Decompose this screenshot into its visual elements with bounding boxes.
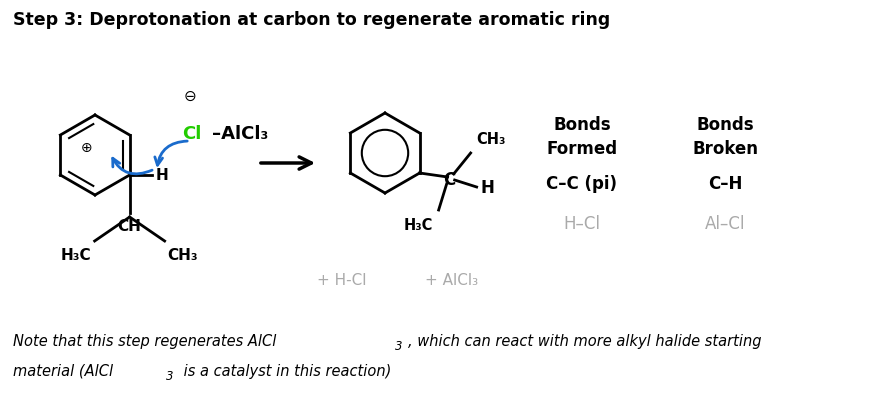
Text: H: H (480, 179, 495, 196)
Text: 3: 3 (395, 339, 402, 352)
Text: is a catalyst in this reaction): is a catalyst in this reaction) (179, 363, 392, 378)
Text: Bonds
Formed: Bonds Formed (546, 116, 618, 157)
Text: Note that this step regenerates AlCl: Note that this step regenerates AlCl (13, 333, 276, 348)
FancyArrowPatch shape (155, 142, 187, 166)
Text: 3: 3 (166, 369, 173, 382)
Text: CH₃: CH₃ (168, 247, 198, 262)
Text: ⊖: ⊖ (184, 88, 196, 103)
Text: H₃C: H₃C (61, 247, 92, 262)
Text: , which can react with more alkyl halide starting: , which can react with more alkyl halide… (408, 333, 761, 348)
Text: + H-Cl: + H-Cl (318, 273, 367, 288)
Text: Cl: Cl (182, 125, 202, 143)
Text: C: C (444, 171, 456, 189)
Text: C–H: C–H (708, 175, 742, 192)
Text: + AlCl₃: + AlCl₃ (425, 273, 479, 288)
Text: ⊕: ⊕ (81, 141, 92, 155)
Text: material (AlCl: material (AlCl (13, 363, 114, 378)
Text: Al–Cl: Al–Cl (705, 215, 745, 232)
Text: Bonds
Broken: Bonds Broken (692, 116, 758, 157)
Text: CH₃: CH₃ (477, 132, 506, 147)
FancyArrowPatch shape (113, 159, 152, 175)
Text: C–C (pi): C–C (pi) (546, 175, 618, 192)
Text: CH: CH (118, 218, 142, 233)
Text: H₃C: H₃C (403, 217, 433, 232)
Text: Step 3: Deprotonation at carbon to regenerate aromatic ring: Step 3: Deprotonation at carbon to regen… (13, 11, 610, 29)
Text: –AlCl₃: –AlCl₃ (212, 125, 268, 143)
Text: H–Cl: H–Cl (563, 215, 600, 232)
Text: H: H (156, 168, 168, 183)
